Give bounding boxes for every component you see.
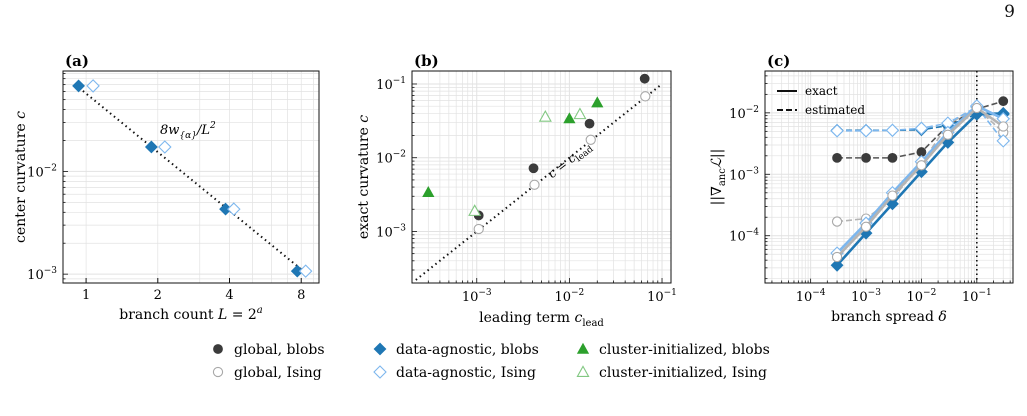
data-point	[468, 204, 482, 216]
y-tick-label: 10−3	[376, 223, 406, 240]
data-point	[86, 79, 100, 93]
x-tick-label: 10−2	[554, 288, 584, 305]
data-point	[971, 102, 982, 114]
data-point	[998, 96, 1009, 107]
plot-frame	[411, 70, 672, 284]
panel-label: (b)	[414, 52, 439, 70]
x-tick-label: 10−2	[907, 288, 937, 305]
plot-frame	[764, 70, 1014, 284]
series-line	[836, 112, 1004, 267]
data-point	[831, 251, 843, 263]
y-tick-label: 10−3	[729, 166, 759, 183]
legend-marker	[576, 342, 590, 354]
data-point	[830, 258, 844, 272]
data-point	[538, 109, 552, 122]
x-tick-label: 10−1	[647, 288, 677, 305]
annotation: 8w{α}/L2	[160, 121, 216, 141]
data-point	[916, 160, 927, 171]
y-tick-label: 10−4	[729, 228, 759, 245]
y-axis-label: exact curvature c	[356, 115, 372, 239]
y-tick-label: 10−2	[27, 163, 57, 180]
legend-marker	[213, 344, 223, 354]
panel-b: 10−3 10−2 10−110−310−210−1c = clead(b)lead…	[356, 52, 677, 329]
data-point	[640, 91, 651, 102]
x-axis-label: leading term clead	[479, 310, 604, 329]
x-tick-label: 2	[154, 288, 162, 303]
legend-label: data-agnostic, blobs	[396, 342, 539, 358]
data-point	[585, 134, 596, 145]
y-axis-label: ||∇ancℒ||	[709, 149, 728, 206]
x-tick-label: 8	[297, 288, 305, 303]
legend-label: estimated	[805, 103, 865, 117]
data-point	[832, 152, 842, 163]
data-point	[298, 264, 313, 278]
data-point	[830, 124, 844, 138]
line-style-legend: exact estimated	[777, 84, 865, 117]
legend-label: cluster-initialized, Ising	[599, 365, 767, 381]
legend-marker	[212, 366, 224, 378]
data-point	[861, 152, 871, 163]
reference-line	[74, 83, 306, 274]
data-point	[639, 73, 650, 84]
plot-frame	[62, 70, 320, 284]
y-tick-label: 10−2	[729, 105, 759, 122]
data-point	[859, 124, 873, 138]
x-tick-label: 4	[225, 288, 233, 303]
y-tick-label: 10−3	[27, 266, 57, 283]
legend-label: cluster-initialized, blobs	[599, 342, 770, 358]
data-point	[887, 190, 898, 201]
x-tick-label: 10−3	[462, 288, 492, 305]
data-point	[422, 186, 435, 198]
data-point	[885, 123, 900, 138]
legend-marker	[373, 342, 387, 356]
data-point	[584, 118, 595, 129]
data-point	[72, 79, 86, 93]
legend-label: data-agnostic, Ising	[396, 365, 536, 381]
data-point	[831, 216, 843, 227]
legend-marker	[576, 365, 590, 378]
panel-c: 10−4 10−3 10−2 10−1 10−4 10−3 10−2 exact estimat…	[709, 52, 1014, 325]
legend-label: global, blobs	[234, 342, 325, 358]
panel-label: (c)	[767, 52, 790, 70]
data-point	[860, 221, 872, 232]
page-number: 9	[1004, 2, 1015, 22]
y-tick-label: 10−2	[376, 150, 406, 167]
x-tick-label: 10−3	[851, 288, 881, 305]
panel-a: 1 2 4 8 10−2 10−3 8w{α}/L2 (a) branch count L = …	[13, 52, 320, 323]
panel-label: (a)	[65, 52, 89, 70]
data-point	[887, 152, 898, 163]
data-point	[914, 121, 929, 136]
x-tick-label: 10−4	[796, 288, 826, 305]
data-point	[158, 140, 172, 154]
data-point	[591, 96, 604, 108]
y-axis-label: center curvature c	[13, 111, 29, 243]
data-point	[529, 179, 540, 190]
x-tick-label: 10−1	[962, 288, 992, 305]
data-point	[473, 223, 484, 235]
x-axis-label: branch count L = 2a	[119, 305, 263, 323]
data-point	[227, 202, 241, 216]
data-point	[563, 112, 576, 124]
x-tick-label: 1	[82, 288, 90, 303]
legend-label: exact	[805, 84, 838, 98]
legend: global, blobs global, Ising data-agnostic,…	[212, 342, 770, 381]
legend-marker	[373, 365, 387, 379]
data-point	[998, 121, 1009, 132]
data-point	[528, 163, 539, 174]
data-point	[573, 107, 587, 120]
data-point	[996, 134, 1011, 148]
legend-label: global, Ising	[234, 365, 322, 381]
data-point	[942, 129, 954, 140]
data-point	[144, 140, 158, 154]
y-tick-label: 10−1	[376, 76, 406, 93]
x-axis-label: branch spread δ	[831, 309, 947, 325]
